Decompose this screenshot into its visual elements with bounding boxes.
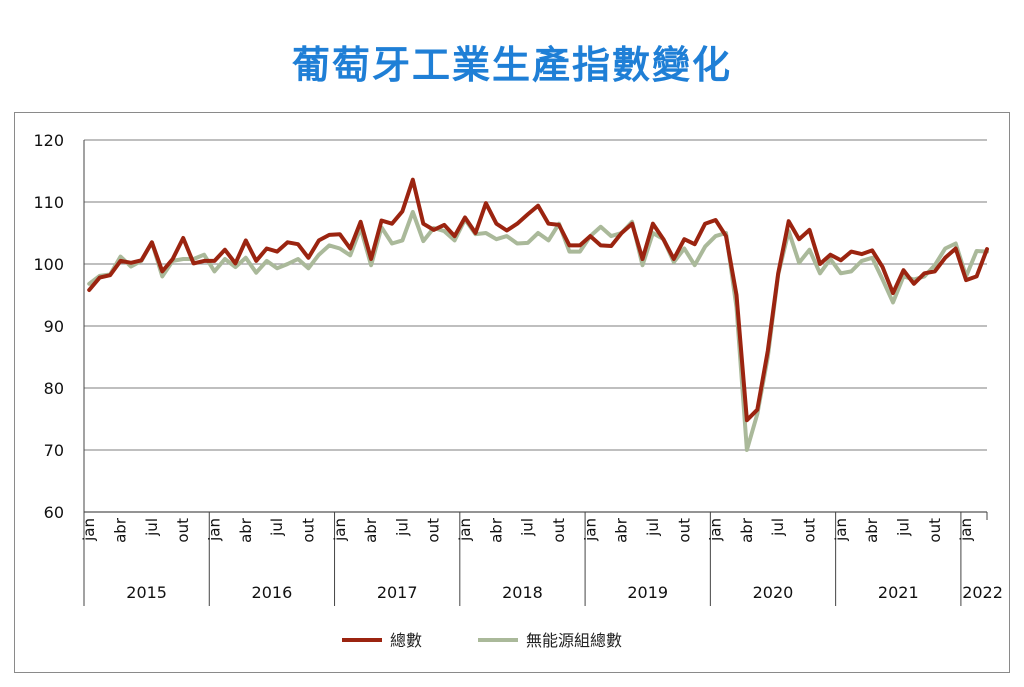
month-label: jul <box>769 518 787 537</box>
y-tick-labels: 60 70 80 90 100 110 120 <box>33 131 64 522</box>
year-label: 2021 <box>878 583 919 602</box>
month-label: out <box>801 518 819 543</box>
year-label: 2017 <box>377 583 418 602</box>
chart-title: 葡萄牙工業生產指數變化 <box>291 43 732 87</box>
month-label: jan <box>707 518 725 542</box>
month-label: abr <box>362 517 380 543</box>
month-label: jan <box>80 518 98 542</box>
year-label: 2022 <box>962 583 1003 602</box>
series-line-total <box>87 177 989 423</box>
y-tick-label: 100 <box>33 255 64 274</box>
month-label: abr <box>237 517 255 543</box>
month-label: jul <box>519 518 537 537</box>
grid-lines <box>84 139 987 513</box>
month-label: out <box>299 518 317 543</box>
month-label: out <box>926 518 944 543</box>
month-label: jul <box>894 518 912 537</box>
month-label: jul <box>268 518 286 537</box>
month-label: abr <box>738 517 756 543</box>
y-tick-label: 90 <box>44 317 64 336</box>
y-tick-label: 110 <box>33 193 64 212</box>
month-label: jan <box>331 518 349 542</box>
month-label: jul <box>143 518 161 537</box>
y-tick-label: 70 <box>44 441 64 460</box>
y-tick-label: 60 <box>44 503 64 522</box>
month-label: jan <box>957 518 975 542</box>
year-label: 2016 <box>252 583 293 602</box>
year-label: 2018 <box>502 583 543 602</box>
year-label: 2019 <box>627 583 668 602</box>
legend-label: 總數 <box>390 631 422 650</box>
year-label: 2020 <box>753 583 794 602</box>
month-label: out <box>675 518 693 543</box>
month-label: jan <box>581 518 599 542</box>
legend: 總數 無能源組總數 <box>342 631 622 650</box>
month-label: out <box>550 518 568 543</box>
month-label: out <box>174 518 192 543</box>
year-label: 2015 <box>126 583 167 602</box>
month-label: abr <box>487 517 505 543</box>
month-label: abr <box>613 517 631 543</box>
chart-frame <box>14 112 1010 673</box>
series-line-no-energy <box>87 209 989 452</box>
month-label: jan <box>205 518 223 542</box>
series-lines <box>87 177 989 452</box>
month-label: jul <box>393 518 411 537</box>
month-label: abr <box>112 517 130 543</box>
y-tick-label: 80 <box>44 379 64 398</box>
month-label: abr <box>863 517 881 543</box>
month-label: jul <box>644 518 662 537</box>
legend-label: 無能源組總數 <box>526 631 622 650</box>
month-label: out <box>425 518 443 543</box>
month-label: jan <box>456 518 474 542</box>
month-label: jan <box>832 518 850 542</box>
y-tick-label: 120 <box>33 131 64 150</box>
